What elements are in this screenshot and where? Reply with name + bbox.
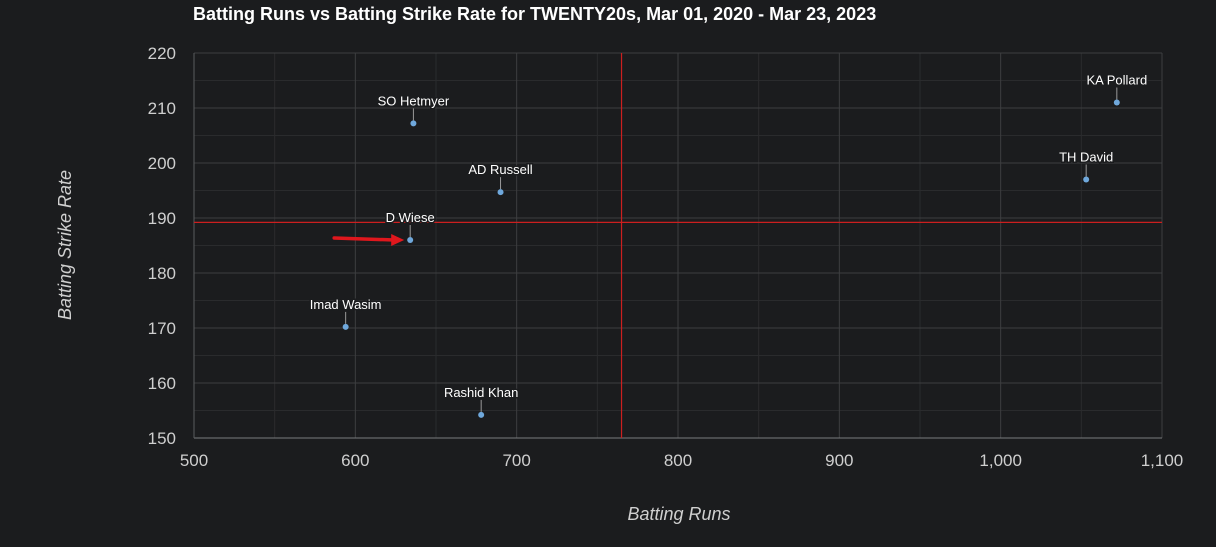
x-tick-label: 700 (502, 451, 530, 470)
data-point[interactable]: AD Russell (467, 161, 534, 196)
point-label: D Wiese (386, 210, 435, 225)
y-tick-label: 220 (148, 44, 176, 63)
data-point[interactable]: Imad Wasim (308, 295, 383, 330)
y-axis-title: Batting Strike Rate (55, 170, 75, 320)
x-tick-label: 900 (825, 451, 853, 470)
point-marker[interactable] (1083, 176, 1090, 183)
y-tick-label: 200 (148, 154, 176, 173)
data-point[interactable]: TH David (1058, 148, 1115, 183)
x-tick-label: 600 (341, 451, 369, 470)
data-points: KA Pollard SO Hetmyer TH David AD Russell D … (308, 71, 1149, 418)
highlight-arrow (332, 234, 405, 246)
y-tick-label: 150 (148, 429, 176, 448)
data-point[interactable]: SO Hetmyer (376, 92, 451, 127)
point-marker[interactable] (342, 323, 349, 330)
point-label: TH David (1059, 150, 1113, 165)
x-tick-label: 1,000 (979, 451, 1022, 470)
point-marker[interactable] (497, 189, 504, 196)
x-tick-label: 800 (664, 451, 692, 470)
y-tick-label: 190 (148, 209, 176, 228)
point-label: KA Pollard (1086, 73, 1147, 88)
y-tick-label: 210 (148, 99, 176, 118)
y-tick-label: 160 (148, 374, 176, 393)
reference-lines (194, 53, 1162, 438)
x-axis-title: Batting Runs (627, 504, 730, 524)
data-point[interactable]: Rashid Khan (442, 383, 520, 418)
x-tick-label: 500 (180, 451, 208, 470)
point-marker[interactable] (410, 120, 417, 127)
y-tick-label: 180 (148, 264, 176, 283)
point-marker[interactable] (1113, 99, 1120, 106)
point-marker[interactable] (478, 411, 485, 418)
data-point[interactable]: D Wiese (384, 209, 436, 243)
arrow-shaft (332, 236, 396, 242)
x-tick-label: 1,100 (1141, 451, 1184, 470)
y-tick-label: 170 (148, 319, 176, 338)
grid (193, 52, 1163, 439)
axis-ticks: 500 600 700 800 900 1,000 1,100 150 160 170 180 190… (148, 44, 1184, 470)
data-point[interactable]: KA Pollard (1085, 71, 1149, 106)
point-label: SO Hetmyer (378, 93, 450, 108)
chart-title: Batting Runs vs Batting Strike Rate for … (193, 4, 876, 24)
point-label: Rashid Khan (444, 385, 518, 400)
point-marker[interactable] (407, 237, 414, 243)
point-label: Imad Wasim (310, 297, 382, 312)
point-label: AD Russell (468, 162, 532, 177)
arrow-head (391, 234, 405, 246)
